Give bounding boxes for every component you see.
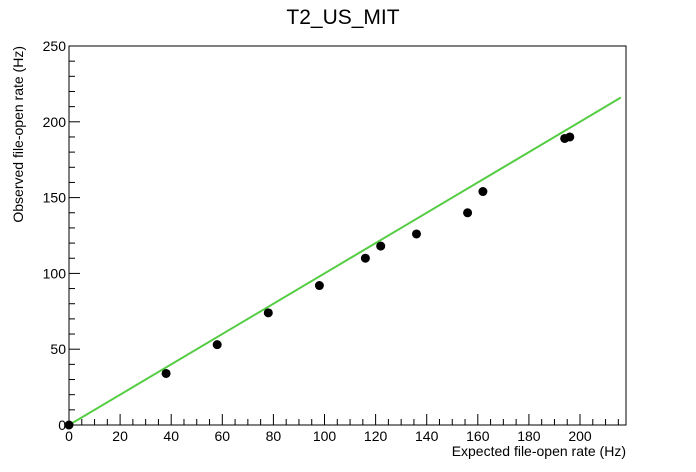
chart-title: T2_US_MIT — [286, 6, 399, 29]
y-tick-label: 50 — [50, 341, 66, 357]
x-tick-label: 80 — [266, 428, 282, 444]
x-tick-label: 140 — [415, 428, 439, 444]
y-tick-label: 150 — [43, 190, 67, 206]
x-tick-label: 0 — [65, 428, 73, 444]
x-axis-title: Expected file-open rate (Hz) — [452, 443, 626, 459]
reference-line — [68, 96, 622, 426]
data-point — [161, 368, 171, 378]
y-tick-label: 100 — [43, 265, 67, 281]
y-tick-label: 200 — [43, 114, 67, 130]
y-tick-label: 0 — [58, 417, 66, 433]
x-tick-label: 60 — [215, 428, 231, 444]
data-point — [64, 420, 74, 430]
data-point — [376, 241, 386, 251]
data-point — [565, 132, 575, 142]
x-tick-label: 100 — [313, 428, 337, 444]
x-tick-label: 180 — [517, 428, 541, 444]
data-point — [463, 208, 473, 218]
x-tick-label: 120 — [364, 428, 388, 444]
y-axis-title: Observed file-open rate (Hz) — [10, 46, 26, 223]
data-point — [411, 229, 421, 239]
plot-frame — [68, 45, 627, 426]
data-point — [478, 187, 488, 197]
data-point — [314, 281, 324, 291]
x-tick-label: 200 — [568, 428, 592, 444]
x-tick-label: 20 — [112, 428, 128, 444]
x-tick-label: 160 — [466, 428, 490, 444]
data-point — [360, 253, 370, 263]
x-axis: 0 20 40 60 80 100 120 140 160 180 200 — [65, 414, 619, 444]
y-tick-label: 250 — [43, 38, 67, 54]
reference-line-group — [68, 96, 622, 426]
x-tick-label: 40 — [163, 428, 179, 444]
data-point — [212, 340, 222, 350]
y-axis: 0 50 100 150 200 250 — [43, 38, 80, 433]
data-point — [263, 308, 273, 318]
data-points — [64, 132, 575, 430]
